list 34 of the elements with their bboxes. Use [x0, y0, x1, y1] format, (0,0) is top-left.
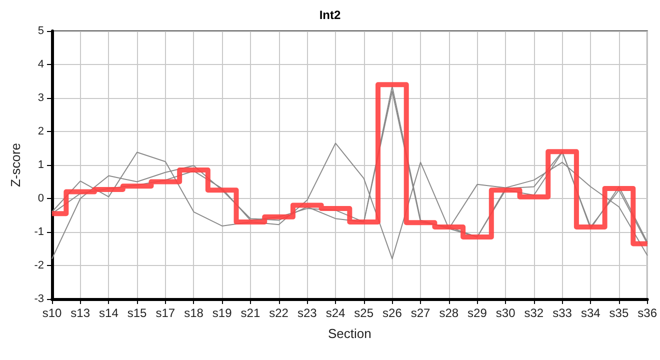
- x-tick-label: s36: [638, 306, 658, 320]
- x-tick-label: s28: [439, 306, 459, 320]
- x-tick-label: s21: [240, 306, 260, 320]
- x-tick-label: s13: [70, 306, 90, 320]
- x-tick-label: s34: [580, 306, 601, 320]
- y-axis-title: Z-score: [8, 142, 23, 188]
- x-tick-label: s14: [99, 306, 119, 320]
- y-tick-label: 4: [38, 58, 44, 70]
- x-tick-label: s24: [326, 306, 346, 320]
- y-tick-label: -1: [34, 226, 44, 238]
- x-tick-label: s22: [269, 306, 289, 320]
- x-tick-label: s32: [524, 306, 544, 320]
- x-tick-label: s10: [42, 306, 62, 320]
- y-tick-label: 3: [38, 92, 44, 104]
- x-tick-label: s26: [382, 306, 402, 320]
- y-tick-label: 2: [38, 126, 44, 138]
- x-tick-label: s30: [496, 306, 516, 320]
- x-tick-label: s15: [127, 306, 148, 320]
- y-tick-label: 1: [38, 159, 44, 171]
- y-tick-label: 5: [38, 25, 44, 37]
- y-tick-label: -3: [34, 293, 44, 305]
- x-tick-label: s33: [552, 306, 572, 320]
- x-axis-title: Section: [328, 326, 372, 341]
- x-tick-label: s27: [410, 306, 431, 320]
- x-tick-label: s25: [354, 306, 374, 320]
- x-tick-label: s29: [468, 306, 488, 320]
- x-tick-label: s35: [609, 306, 629, 320]
- y-tick-label: 0: [38, 192, 44, 204]
- x-tick-label: s19: [212, 306, 232, 320]
- x-tick-label: s18: [184, 306, 204, 320]
- x-tick-label: s23: [297, 306, 318, 320]
- y-tick-label: -2: [34, 260, 44, 272]
- chart-title: Int2: [319, 8, 341, 22]
- x-tick-label: s17: [156, 306, 176, 320]
